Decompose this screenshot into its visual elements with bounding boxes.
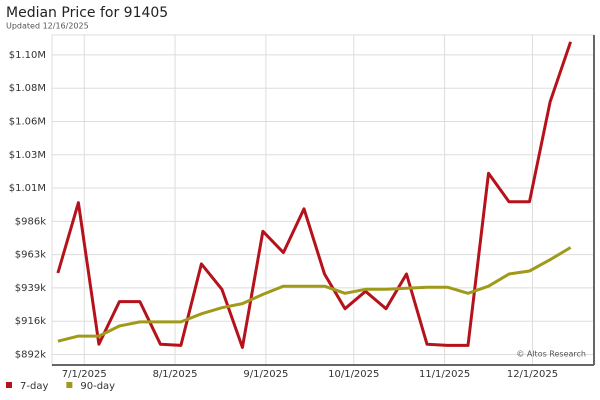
annotation: © Altos Research <box>516 350 586 359</box>
y-tick-label: $1.10M <box>9 50 46 61</box>
x-tick-label: 9/1/2025 <box>243 369 288 380</box>
y-tick-label: $986k <box>15 216 46 227</box>
y-tick-label: $892k <box>15 349 46 360</box>
y-tick-label: $963k <box>15 250 46 261</box>
plot-area <box>51 34 595 366</box>
series-line <box>56 41 573 349</box>
y-tick-label: $1.03M <box>9 150 46 161</box>
chart-title: Median Price for 91405 <box>6 5 168 21</box>
y-tick-label: $939k <box>15 283 46 294</box>
legend-swatch <box>6 382 12 388</box>
x-tick-label: 7/1/2025 <box>62 369 107 380</box>
chart-subtitle: Updated 12/16/2025 <box>6 22 89 31</box>
x-tick-label: 12/1/2025 <box>507 369 558 380</box>
x-tick-label: 11/1/2025 <box>419 369 470 380</box>
legend-label: 7-day <box>20 381 48 392</box>
x-tick-label: 8/1/2025 <box>153 369 198 380</box>
y-tick-label: $916k <box>15 316 46 327</box>
y-tick-label: $1.08M <box>9 83 46 94</box>
y-tick-label: $1.06M <box>9 116 46 127</box>
series-line <box>57 246 572 343</box>
legend-label: 90-day <box>80 381 115 392</box>
legend-swatch <box>66 382 73 388</box>
y-tick-label: $1.01M <box>9 183 46 194</box>
x-tick-label: 10/1/2025 <box>328 369 379 380</box>
